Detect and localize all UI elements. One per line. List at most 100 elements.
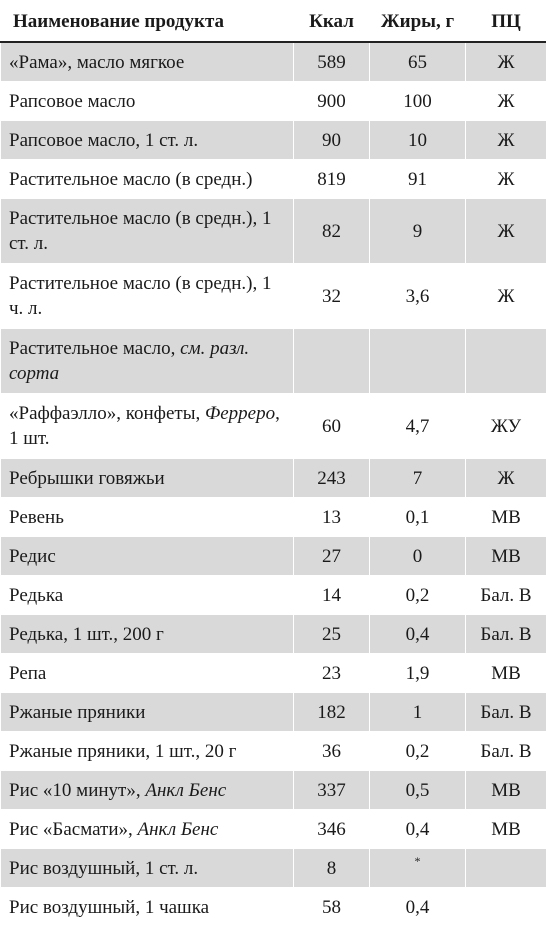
pc-value: Ж <box>465 458 546 498</box>
fat-value: 0,1 <box>369 497 466 537</box>
fat-value: 91 <box>369 159 466 199</box>
fat-value: 0,5 <box>369 770 466 810</box>
table-row: Редька, 1 шт., 200 г 25 0,4 Бал. В <box>0 614 546 654</box>
fat-value: 0 <box>369 536 466 576</box>
product-name: Растительное масло, см. разл. сорта <box>0 328 294 394</box>
kcal-value: 58 <box>293 887 370 927</box>
fat-value: 0,4 <box>369 614 466 654</box>
kcal-value: 337 <box>293 770 370 810</box>
fat-value: 0,4 <box>369 887 466 927</box>
fat-value: 4,7 <box>369 393 466 459</box>
table-row: Рис воздушный, 1 чашка 58 0,4 <box>0 887 546 927</box>
table-row: Ржаные пряники, 1 шт., 20 г 36 0,2 Бал. … <box>0 731 546 771</box>
pc-value: ЖУ <box>465 393 546 459</box>
kcal-value: 90 <box>293 120 370 160</box>
product-name: Редис <box>0 536 294 576</box>
product-name: «Рама», масло мягкое <box>0 41 294 82</box>
kcal-value <box>293 328 370 394</box>
product-name: Ребрышки говяжьи <box>0 458 294 498</box>
fat-value: 10 <box>369 120 466 160</box>
fat-value: 0,2 <box>369 575 466 615</box>
fat-value: * <box>369 848 466 888</box>
table-row: «Раффаэлло», конфеты, Ферреро, 1 шт. 60 … <box>0 393 546 459</box>
product-name: Рапсовое масло <box>0 81 294 121</box>
table-row: Ржаные пряники 182 1 Бал. В <box>0 692 546 732</box>
table-row: Растительное масло (в средн.) 819 91 Ж <box>0 159 546 199</box>
product-brand: Анкл Бенс <box>137 818 219 840</box>
table-row: Рис воздушный, 1 ст. л. 8 * <box>0 848 546 888</box>
kcal-value: 36 <box>293 731 370 771</box>
column-header-fat: Жиры, г <box>369 0 466 43</box>
kcal-value: 182 <box>293 692 370 732</box>
product-name-italic: см. разл. сорта <box>9 338 250 384</box>
kcal-value: 346 <box>293 809 370 849</box>
fat-value: 3,6 <box>369 263 466 329</box>
pc-value: МВ <box>465 497 546 537</box>
product-name-text: Рис «10 минут», <box>9 779 146 801</box>
kcal-value: 23 <box>293 653 370 693</box>
kcal-value: 32 <box>293 263 370 329</box>
product-name-text: Рис «Басмати», <box>9 818 138 840</box>
product-name: Растительное масло (в средн.) <box>0 159 294 199</box>
pc-value: Бал. В <box>465 731 546 771</box>
pc-value: Ж <box>465 198 546 264</box>
product-name: Репа <box>0 653 294 693</box>
pc-value: Ж <box>465 263 546 329</box>
table-row: Рис «10 минут», Анкл Бенс 337 0,5 МВ <box>0 770 546 810</box>
fat-value: 0,4 <box>369 809 466 849</box>
pc-value: Ж <box>465 81 546 121</box>
column-header-pc: ПЦ <box>465 0 546 43</box>
table-row: «Рама», масло мягкое 589 65 Ж <box>0 41 546 82</box>
product-name: Рис воздушный, 1 ст. л. <box>0 848 294 888</box>
table-row: Ребрышки говяжьи 243 7 Ж <box>0 458 546 498</box>
kcal-value: 900 <box>293 81 370 121</box>
kcal-value: 25 <box>293 614 370 654</box>
table-row: Рапсовое масло 900 100 Ж <box>0 81 546 121</box>
pc-value: Бал. В <box>465 575 546 615</box>
table-row: Редис 27 0 МВ <box>0 536 546 576</box>
kcal-value: 8 <box>293 848 370 888</box>
product-name: Ревень <box>0 497 294 537</box>
product-name-text: «Раффаэлло», конфеты, <box>9 403 205 424</box>
table-row: Растительное масло (в средн.), 1 ч. л. 3… <box>0 263 546 329</box>
kcal-value: 13 <box>293 497 370 537</box>
pc-value: МВ <box>465 536 546 576</box>
pc-value <box>465 887 546 927</box>
fat-value: 7 <box>369 458 466 498</box>
pc-value: Бал. В <box>465 692 546 732</box>
table-row: Редька 14 0,2 Бал. В <box>0 575 546 615</box>
product-name: Ржаные пряники <box>0 692 294 732</box>
product-name: «Раффаэлло», конфеты, Ферреро, 1 шт. <box>0 393 294 459</box>
pc-value <box>465 848 546 888</box>
table-row: Ревень 13 0,1 МВ <box>0 497 546 537</box>
pc-value: Ж <box>465 41 546 82</box>
product-name: Рапсовое масло, 1 ст. л. <box>0 120 294 160</box>
kcal-value: 14 <box>293 575 370 615</box>
fat-value: 1 <box>369 692 466 732</box>
kcal-value: 60 <box>293 393 370 459</box>
table-row: Растительное масло, см. разл. сорта <box>0 328 546 394</box>
kcal-value: 27 <box>293 536 370 576</box>
column-header-name: Наименование продукта <box>0 0 294 43</box>
pc-value: МВ <box>465 770 546 810</box>
pc-value: МВ <box>465 809 546 849</box>
fat-value: 0,2 <box>369 731 466 771</box>
column-header-kcal: Ккал <box>293 0 370 43</box>
pc-value: Ж <box>465 120 546 160</box>
fat-value <box>369 328 466 394</box>
product-name: Рис «Басмати», Анкл Бенс <box>0 809 294 849</box>
pc-value: Ж <box>465 159 546 199</box>
product-name: Растительное масло (в средн.), 1 ст. л. <box>0 198 294 264</box>
table-header-row: Наименование продукта Ккал Жиры, г ПЦ <box>0 0 546 43</box>
fat-value: 65 <box>369 41 466 82</box>
product-name: Редька <box>0 575 294 615</box>
product-name: Редька, 1 шт., 200 г <box>0 614 294 654</box>
product-name-text: Растительное масло, <box>9 338 181 359</box>
table-row: Растительное масло (в средн.), 1 ст. л. … <box>0 198 546 264</box>
table-row: Репа 23 1,9 МВ <box>0 653 546 693</box>
table-row: Рис «Басмати», Анкл Бенс 346 0,4 МВ <box>0 809 546 849</box>
fat-value: 9 <box>369 198 466 264</box>
product-name: Ржаные пряники, 1 шт., 20 г <box>0 731 294 771</box>
pc-value <box>465 328 546 394</box>
